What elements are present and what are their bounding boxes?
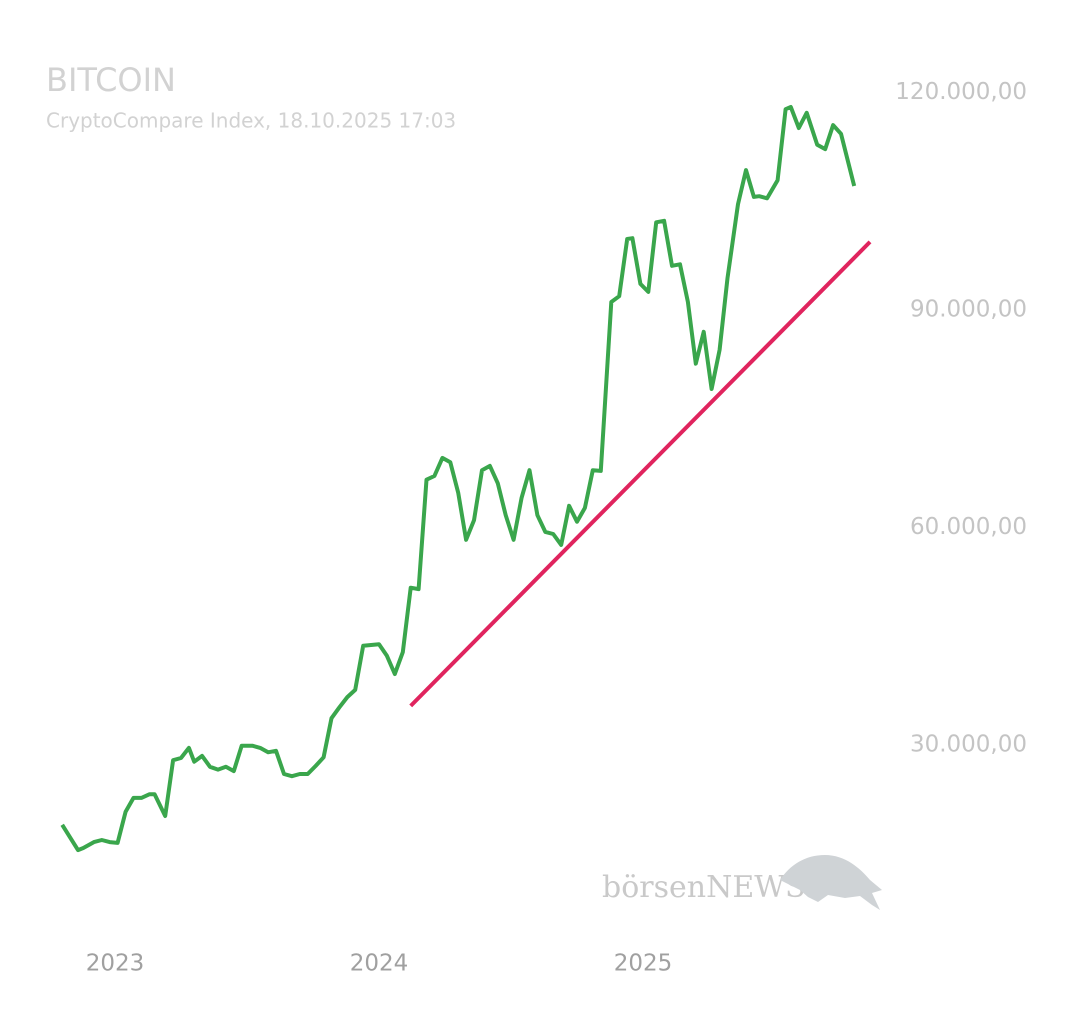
y-tick-label: 120.000,00 <box>895 79 1027 105</box>
chart-subtitle: CryptoCompare Index, 18.10.2025 17:03 <box>46 109 456 133</box>
y-tick-label: 60.000,00 <box>910 514 1027 540</box>
line <box>60 105 857 853</box>
x-tick-label: 2023 <box>86 951 145 977</box>
watermark: börsenNEWS <box>602 870 806 905</box>
y-tick-label: 30.000,00 <box>910 732 1027 758</box>
x-tick-label: 2025 <box>614 951 673 977</box>
line <box>409 240 872 708</box>
x-tick-label: 2024 <box>350 951 409 977</box>
y-tick-label: 90.000,00 <box>910 297 1027 323</box>
watermark-bull <box>780 855 882 910</box>
chart-title: BITCOIN <box>46 61 176 99</box>
